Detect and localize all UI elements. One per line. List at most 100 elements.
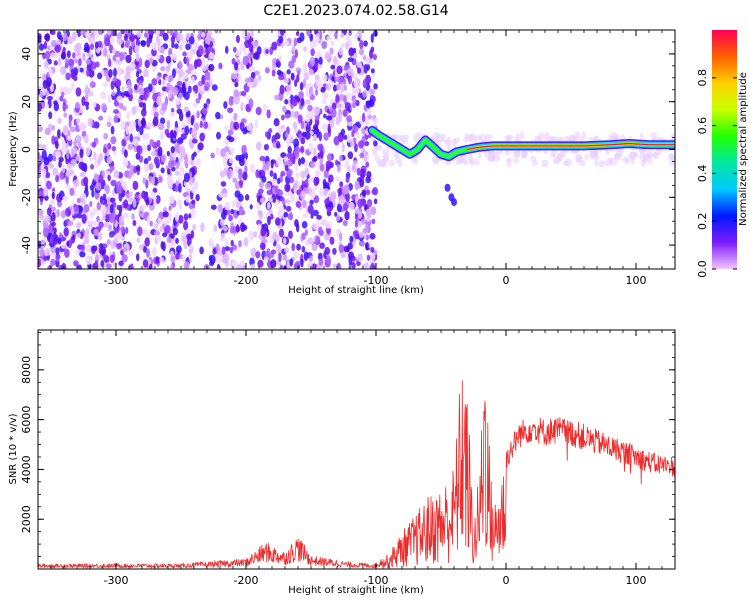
heatmap-cell: [234, 61, 239, 71]
heatmap-cell: [162, 32, 169, 41]
heatmap-cell: [303, 251, 309, 261]
heatmap-cell: [103, 184, 110, 192]
heatmap-cell: [271, 62, 276, 70]
heatmap-cell: [63, 86, 68, 96]
heatmap-cell: [110, 80, 115, 91]
heatmap-cell: [110, 136, 117, 145]
spectrogram-heatmap: [38, 30, 675, 269]
heatmap-cell: [224, 246, 230, 252]
heatmap-cell: [157, 217, 162, 224]
heatmap-cell: [50, 52, 56, 58]
heatmap-cell: [235, 49, 242, 57]
heatmap-cell: [303, 46, 307, 52]
heatmap-cell: [363, 40, 368, 47]
heatmap-cell: [62, 125, 69, 134]
heatmap-cell: [248, 43, 254, 52]
heatmap-cell: [300, 97, 305, 107]
heatmap-cell: [168, 205, 172, 211]
heatmap-cell: [109, 254, 115, 263]
heatmap-cell: [135, 164, 141, 172]
heatmap-cell: [356, 167, 361, 176]
heatmap-cell: [336, 262, 341, 269]
heatmap-cell: [200, 32, 206, 38]
heatmap-cell: [235, 34, 241, 44]
heatmap-cell: [256, 46, 262, 55]
heatmap-cell: [334, 176, 341, 182]
heatmap-cell: [140, 40, 147, 46]
heatmap-cell: [38, 208, 44, 216]
heatmap-cell: [254, 119, 259, 129]
heatmap-cell: [112, 219, 117, 225]
heatmap-cell: [164, 76, 170, 82]
heatmap-cell: [197, 142, 204, 151]
heatmap-cell: [316, 214, 322, 220]
heatmap-cell: [373, 30, 378, 37]
heatmap-cell: [361, 112, 366, 123]
heatmap-cell: [365, 189, 371, 196]
heatmap-cell: [189, 243, 193, 251]
heatmap-cell: [365, 241, 369, 251]
heatmap-cell: [75, 248, 80, 256]
heatmap-cell: [334, 31, 338, 40]
heatmap-cell: [341, 196, 346, 205]
heatmap-cell: [381, 148, 390, 155]
snr-line-series: [38, 380, 675, 569]
heatmap-cell: [191, 153, 195, 161]
heatmap-cell: [464, 132, 470, 140]
heatmap-cell: [521, 150, 528, 159]
heatmap-cell: [183, 172, 190, 183]
heatmap-cell: [309, 56, 315, 66]
heatmap-cell: [348, 201, 355, 211]
heatmap-cell: [222, 255, 227, 263]
heatmap-cell: [366, 106, 372, 116]
snr-x-tick-label: 100: [626, 574, 647, 587]
heatmap-cell: [138, 101, 144, 108]
heatmap-cell: [325, 165, 330, 172]
heatmap-cell: [340, 42, 346, 48]
colorbar-tick-label: 0.6: [696, 117, 709, 135]
heatmap-cell: [354, 32, 359, 39]
heatmap-cell: [52, 206, 57, 212]
heatmap-cell: [350, 139, 354, 149]
heatmap-cell: [318, 258, 324, 266]
heatmap-cell: [122, 140, 126, 147]
heatmap-cell: [365, 161, 370, 168]
heatmap-cell: [92, 207, 98, 215]
heatmap-cell: [354, 219, 359, 228]
heatmap-cell: [116, 95, 123, 103]
heatmap-cell: [170, 107, 175, 113]
heatmap-cell: [120, 30, 125, 35]
heatmap-cell: [190, 128, 198, 139]
heatmap-cell: [141, 144, 148, 151]
heatmap-cell: [109, 213, 114, 224]
heatmap-cell: [321, 123, 328, 131]
heatmap-cell: [286, 169, 292, 179]
heatmap-cell: [195, 193, 200, 202]
heatmap-cell: [127, 172, 132, 180]
heatmap-cell: [44, 127, 51, 136]
heatmap-cell: [240, 222, 246, 233]
heatmap-cell: [347, 120, 353, 127]
heatmap-cell: [190, 186, 196, 194]
heatmap-cell: [313, 155, 318, 162]
heatmap-cell: [116, 37, 124, 46]
heatmap-cell: [230, 147, 235, 155]
heatmap-cell: [309, 86, 314, 97]
heatmap-cell: [63, 112, 68, 118]
heatmap-cell: [227, 107, 234, 113]
heatmap-cell: [655, 147, 663, 156]
heatmap-cell: [84, 233, 89, 243]
heatmap-cell: [114, 58, 121, 64]
snr-x-tick-label: -200: [234, 574, 259, 587]
heatmap-cell: [372, 53, 378, 61]
heatmap-cell: [333, 135, 340, 146]
heatmap-cell: [116, 86, 121, 92]
heatmap-cell: [115, 79, 122, 88]
heatmap-cell: [228, 158, 235, 164]
heatmap-cell: [330, 40, 335, 47]
heatmap-cell: [259, 242, 266, 251]
heatmap-cell: [39, 246, 45, 257]
heatmap-cell: [166, 119, 171, 130]
heatmap-cell: [159, 257, 165, 264]
heatmap-cell: [125, 54, 132, 64]
